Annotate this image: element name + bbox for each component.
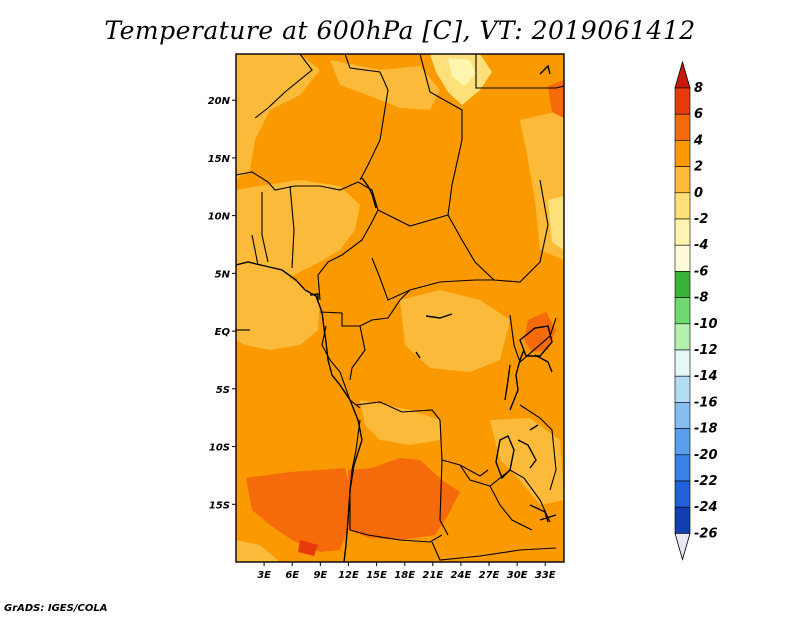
colorbar-level-label: -16 — [694, 395, 718, 410]
field-south-central-light — [360, 400, 440, 445]
colorbar-swatch — [674, 323, 691, 351]
colorbar-swatch — [674, 402, 691, 429]
colorbar-level-label: -22 — [694, 474, 718, 489]
colorbar-top-arrow — [674, 60, 691, 89]
colorbar-level-label: 6 — [694, 107, 703, 122]
field-east-hot — [524, 312, 556, 352]
lat-tick-label: 15N — [208, 154, 231, 165]
colorbar-swatch — [674, 454, 691, 482]
lon-tick-label: 24E — [451, 570, 472, 581]
colorbar-level-label: -14 — [694, 369, 718, 384]
colorbar-swatch — [674, 506, 691, 534]
field-central-light — [400, 290, 510, 372]
colorbar-swatch — [674, 140, 691, 167]
lat-tick-label: 5S — [216, 385, 230, 396]
lon-tick-label: 3E — [257, 570, 271, 581]
colorbar-swatch — [674, 192, 691, 220]
colorbar-swatch — [674, 271, 691, 298]
lon-tick-label: 33E — [535, 570, 556, 581]
field-north-central-light — [330, 60, 440, 110]
field-east-pale — [548, 196, 564, 250]
colorbar: 8 6 4 2 0 -2 -4 -6 -8 -10 -12 -14 -16 -18 -20 -22 -24 -26 — [674, 60, 718, 561]
colorbar-level-label: 2 — [694, 160, 703, 175]
lat-axis: 20N 15N 10N 5N EQ 5S 10S 15S — [208, 96, 236, 511]
colorbar-level-label: -8 — [694, 291, 708, 306]
lon-tick-label: 30E — [507, 570, 528, 581]
colorbar-level-label: -12 — [694, 343, 718, 358]
colorbar-level-label: 4 — [693, 133, 703, 148]
colorbar-level-label: -20 — [694, 448, 718, 463]
colorbar-level-label: -10 — [694, 317, 718, 332]
colorbar-swatch — [674, 87, 691, 115]
field-south-hot-west — [246, 468, 350, 552]
lon-tick-label: 21E — [422, 570, 443, 581]
lat-tick-label: EQ — [215, 327, 231, 338]
colorbar-swatch — [674, 244, 691, 272]
field-south-hot-east — [348, 458, 460, 540]
lon-axis: 3E 6E 9E 12E 15E 18E 21E 24E 27E 30E 33E — [257, 562, 556, 581]
field-south-hot-spot — [298, 540, 318, 556]
colorbar-level-label: -4 — [694, 238, 708, 253]
colorbar-level-label: -18 — [694, 422, 718, 437]
field-sw-cool — [236, 540, 280, 562]
lon-tick-label: 6E — [285, 570, 299, 581]
colorbar-swatch — [674, 218, 691, 246]
colorbar-swatch — [674, 480, 691, 508]
colorbar-swatch — [674, 349, 691, 377]
field-nw-light — [236, 54, 320, 180]
lat-tick-label: 20N — [208, 96, 231, 107]
lon-tick-label: 18E — [394, 570, 415, 581]
field-ne-hot — [548, 80, 564, 118]
colorbar-swatch — [674, 428, 691, 456]
map-frame — [235, 53, 565, 563]
map-title: Temperature at 600hPa [C], VT: 201906141… — [104, 16, 696, 45]
field-north-pale — [448, 58, 476, 86]
credit-label: GrADS: IGES/COLA — [4, 603, 108, 614]
colorbar-level-label: -26 — [694, 526, 718, 541]
colorbar-level-label: 8 — [694, 81, 703, 96]
coastlines — [236, 64, 557, 562]
field-southeast-light — [490, 418, 564, 505]
lat-tick-label: 10S — [209, 443, 230, 454]
lon-tick-label: 12E — [338, 570, 359, 581]
colorbar-swatch — [674, 297, 691, 325]
lat-tick-label: 15S — [209, 500, 230, 511]
lat-tick-label: 5N — [215, 269, 231, 280]
colorbar-level-label: -2 — [694, 212, 708, 227]
field-coast-light — [236, 265, 320, 350]
lat-tick-label: 10N — [208, 212, 231, 223]
lon-tick-label: 27E — [479, 570, 500, 581]
colorbar-swatch — [674, 113, 691, 141]
colorbar-bottom-arrow — [674, 533, 691, 561]
colorbar-level-label: -24 — [694, 500, 718, 515]
colorbar-swatch — [674, 166, 691, 194]
lon-tick-label: 9E — [313, 570, 327, 581]
lon-tick-label: 15E — [366, 570, 387, 581]
colorbar-level-label: 0 — [694, 186, 703, 201]
colorbar-level-label: -6 — [694, 264, 708, 279]
colorbar-swatch — [674, 375, 691, 403]
temperature-field — [236, 54, 564, 562]
